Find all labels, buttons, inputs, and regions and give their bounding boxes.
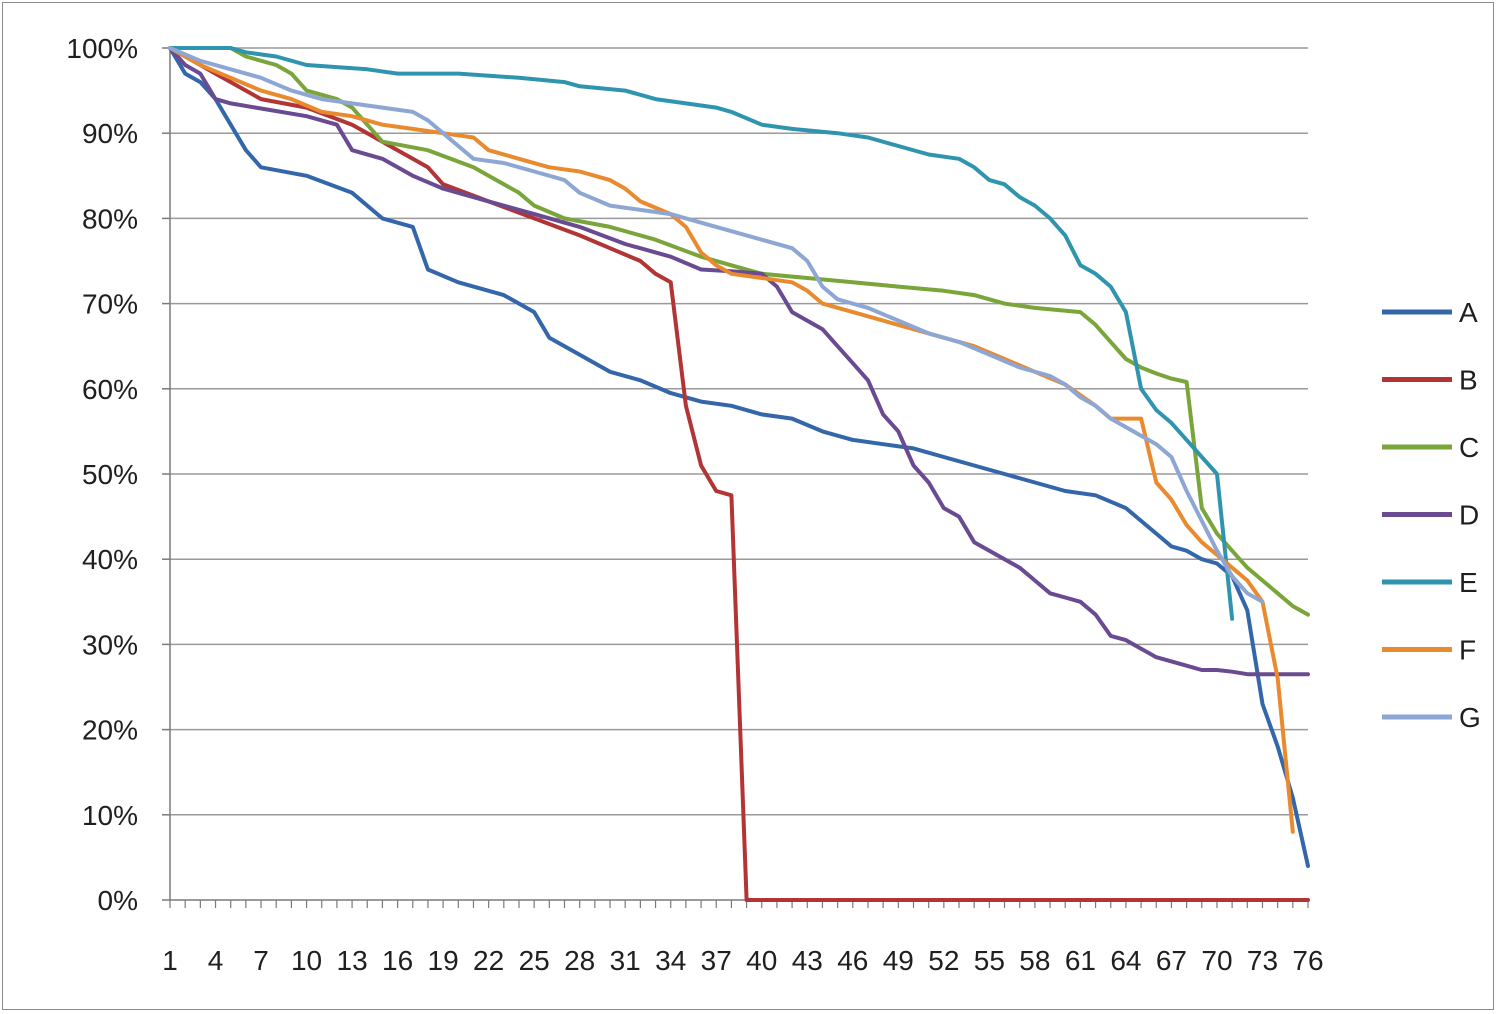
y-tick-label: 40%	[82, 544, 138, 575]
legend-label-b: B	[1459, 365, 1478, 396]
x-tick-label: 76	[1292, 945, 1323, 976]
legend-label-g: G	[1459, 702, 1481, 733]
gridlines	[170, 47, 1308, 816]
y-tick-label: 100%	[66, 33, 138, 64]
series-line-g	[168, 46, 1265, 604]
x-tick-label: 73	[1247, 945, 1278, 976]
x-tick-label: 67	[1156, 945, 1187, 976]
legend: A B C D E F G	[1382, 297, 1481, 733]
legend-label-a: A	[1459, 297, 1478, 328]
y-tick-label: 30%	[82, 629, 138, 660]
x-tick-label: 46	[837, 945, 868, 976]
y-tick-label: 60%	[82, 374, 138, 405]
x-tick-label: 55	[974, 945, 1005, 976]
series-line-f	[168, 46, 1295, 834]
x-axis-ticks: 1 4 7 10 13 16 19 22 25 28 31 34 37 40 43 46 49 52 55 58 61 6…	[162, 945, 1323, 976]
y-tick-label: 80%	[82, 203, 138, 234]
series-line-d	[168, 46, 1310, 677]
x-tick-label: 19	[428, 945, 459, 976]
x-tick-label: 43	[792, 945, 823, 976]
x-tick-label: 64	[1110, 945, 1141, 976]
y-tick-label: 50%	[82, 459, 138, 490]
x-tick-label: 37	[701, 945, 732, 976]
y-tick-label: 0%	[98, 885, 138, 916]
legend-label-c: C	[1459, 432, 1479, 463]
x-tick-label: 1	[162, 945, 178, 976]
series-line-a	[168, 46, 1310, 868]
x-tick-label: 40	[746, 945, 777, 976]
y-tick-label: 10%	[82, 800, 138, 831]
x-tick-label: 13	[337, 945, 368, 976]
x-tick-label: 25	[519, 945, 550, 976]
legend-label-d: D	[1459, 500, 1479, 531]
y-tick-label: 20%	[82, 715, 138, 746]
legend-label-f: F	[1459, 635, 1476, 666]
x-tick-label: 7	[253, 945, 269, 976]
x-tick-label: 28	[564, 945, 595, 976]
x-tick-label: 61	[1065, 945, 1096, 976]
axes	[162, 47, 1309, 908]
y-tick-label: 90%	[82, 118, 138, 149]
series-line-e	[168, 46, 1235, 621]
x-tick-label: 4	[208, 945, 224, 976]
x-tick-label: 10	[291, 945, 322, 976]
series-lines	[168, 46, 1310, 902]
x-tick-label: 58	[1019, 945, 1050, 976]
x-tick-label: 52	[928, 945, 959, 976]
x-tick-label: 22	[473, 945, 504, 976]
x-tick-label: 34	[655, 945, 686, 976]
x-tick-label: 16	[382, 945, 413, 976]
x-tick-label: 31	[610, 945, 641, 976]
legend-label-e: E	[1459, 567, 1478, 598]
y-axis-ticks: 0% 10% 20% 30% 40% 50% 60% 70% 80% 90% 100%	[66, 33, 138, 916]
x-tick-label: 49	[883, 945, 914, 976]
x-tick-label: 70	[1201, 945, 1232, 976]
y-tick-label: 70%	[82, 289, 138, 320]
